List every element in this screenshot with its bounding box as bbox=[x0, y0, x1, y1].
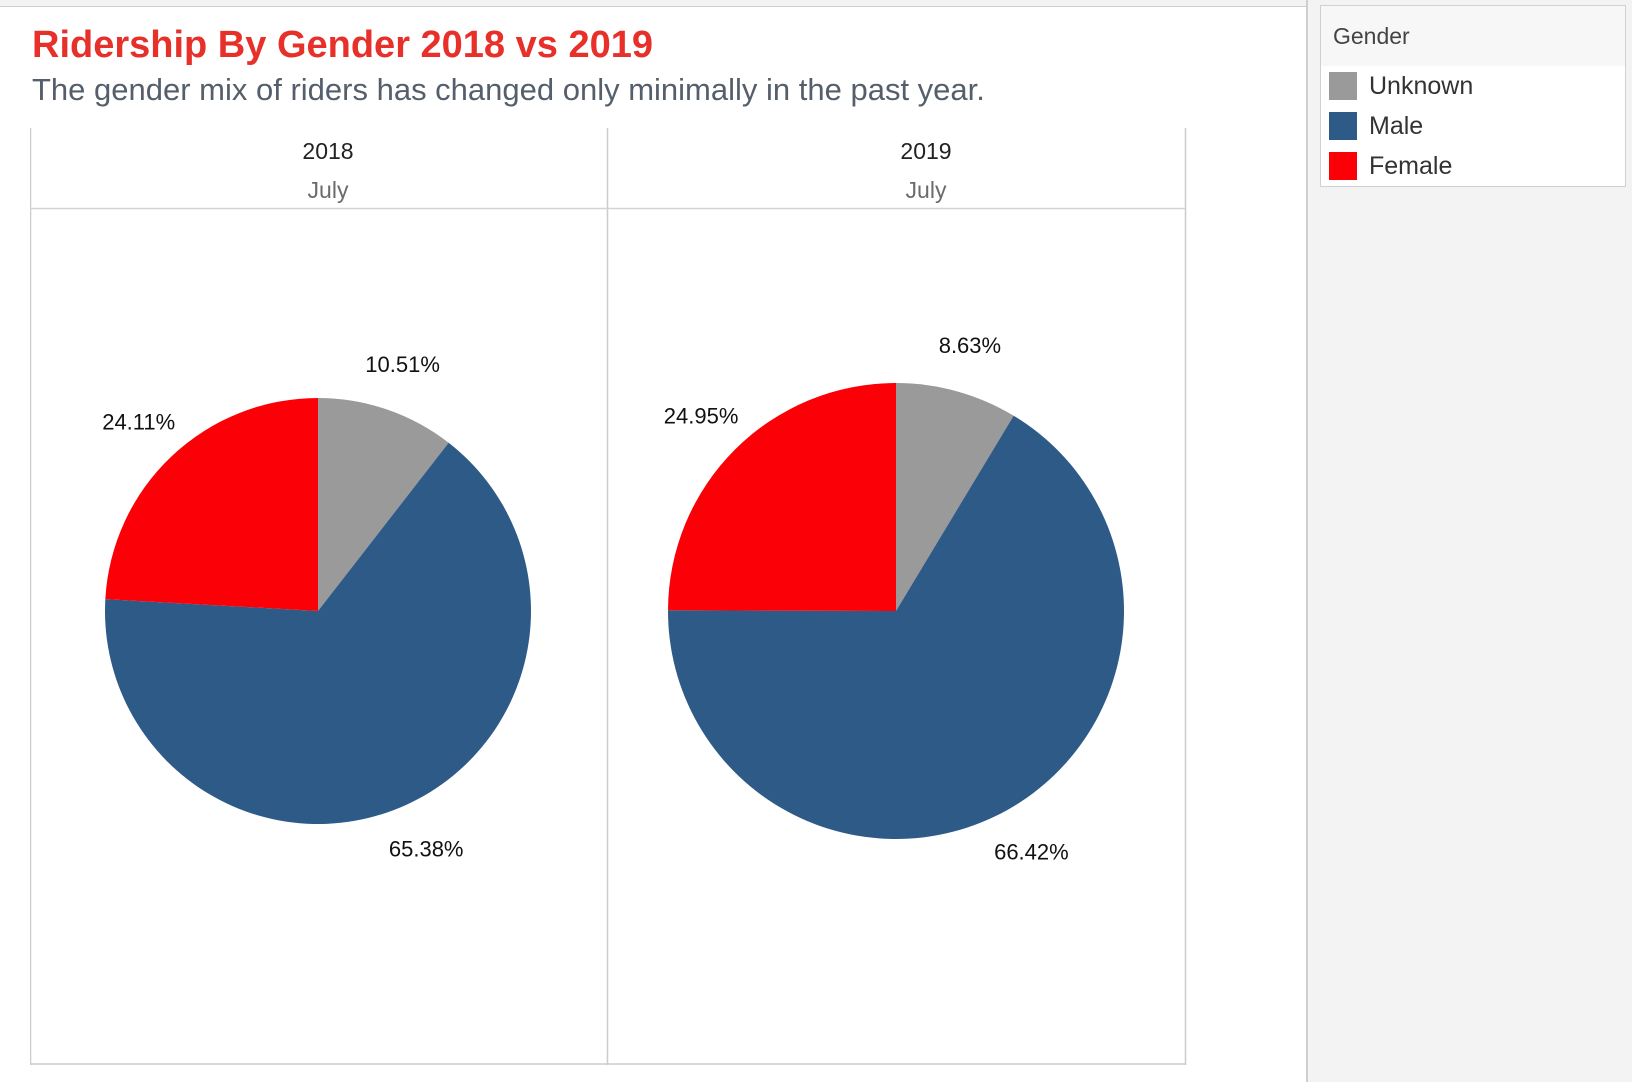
pane-subheader-2019: July bbox=[906, 177, 947, 203]
legend-title: Gender bbox=[1321, 6, 1625, 66]
legend-item-unknown[interactable]: Unknown bbox=[1321, 66, 1625, 106]
pie-label-male-2018: 65.38% bbox=[389, 837, 464, 862]
pie-label-unknown-2018: 10.51% bbox=[365, 352, 440, 377]
pie-slice-unknown-2019[interactable] bbox=[896, 383, 1014, 611]
legend-swatch-female bbox=[1329, 152, 1357, 180]
legend-swatch-male bbox=[1329, 112, 1357, 140]
legend-label-female: Female bbox=[1369, 151, 1453, 180]
legend-item-male[interactable]: Male bbox=[1321, 106, 1625, 146]
pie-slice-female-2019[interactable] bbox=[668, 383, 896, 611]
pane-header-2019: 2019 bbox=[900, 138, 951, 164]
legend-swatch-unknown bbox=[1329, 72, 1357, 100]
pie-slice-male-2019[interactable] bbox=[667, 415, 1124, 840]
chart-title: Ridership By Gender 2018 vs 2019 bbox=[32, 24, 653, 66]
pie-layer: 10.51% 65.38% 24.11% 8.63% 66.42% 24.95% bbox=[102, 333, 1124, 865]
pie-chart-area: 2018 July 2019 July 10.51% 65.38% 24.11% 8.… bbox=[30, 128, 1235, 1065]
chart-subtitle: The gender mix of riders has changed onl… bbox=[32, 72, 985, 107]
pane-subheader-2018: July bbox=[308, 177, 349, 203]
pie-slice-female-2018[interactable] bbox=[105, 398, 318, 611]
pie-charts-svg: 2018 July 2019 July 10.51% 65.38% 24.11% 8.… bbox=[30, 128, 1187, 1065]
pie-slice-male-2018[interactable] bbox=[104, 442, 531, 825]
gender-legend[interactable]: Gender Unknown Male Female bbox=[1320, 5, 1626, 187]
pie-label-male-2019: 66.42% bbox=[994, 840, 1069, 865]
dashboard-panel: Ridership By Gender 2018 vs 2019 The gen… bbox=[0, 0, 1308, 1082]
pie-label-unknown-2019: 8.63% bbox=[939, 333, 1001, 358]
legend-label-male: Male bbox=[1369, 111, 1424, 140]
legend-item-female[interactable]: Female bbox=[1321, 146, 1625, 186]
pie-label-female-2018: 24.11% bbox=[102, 409, 175, 434]
pane-header-2018: 2018 bbox=[302, 138, 353, 164]
pie-slice-unknown-2018[interactable] bbox=[318, 398, 449, 611]
legend-label-unknown: Unknown bbox=[1369, 71, 1474, 100]
pie-label-female-2019: 24.95% bbox=[664, 404, 739, 429]
